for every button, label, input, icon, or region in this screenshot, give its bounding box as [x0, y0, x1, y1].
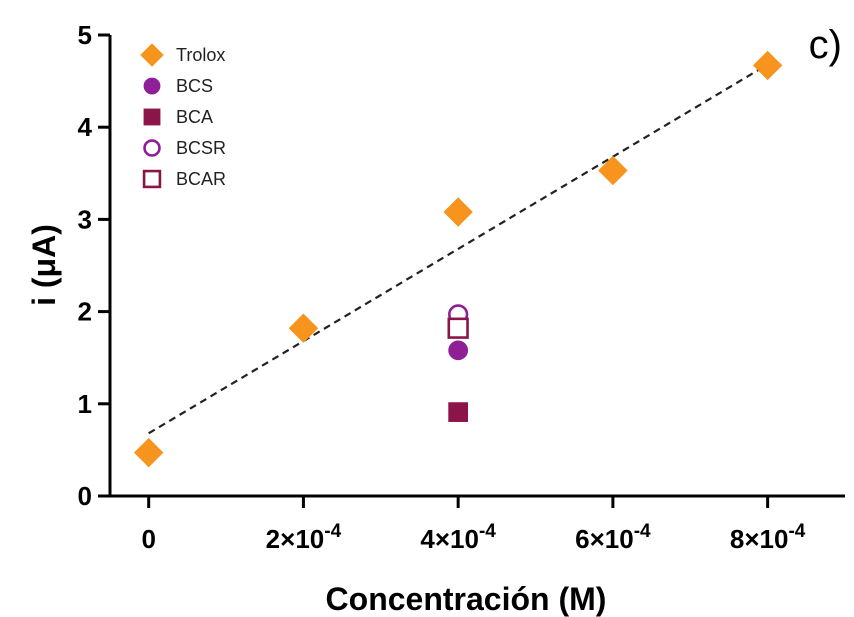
legend-marker-bcsr — [143, 139, 161, 157]
y-tick-label: 2 — [78, 297, 92, 327]
legend-label-bca: BCA — [176, 107, 213, 127]
plot-area — [133, 50, 783, 468]
x-tick-label: 8×10-4 — [730, 521, 806, 554]
y-tick-label: 5 — [78, 20, 92, 50]
legend-marker-bcar — [142, 169, 162, 189]
panel-label: c) — [809, 23, 842, 67]
y-tick-label: 0 — [78, 481, 92, 511]
ticks: 0 1 2 3 4 5 0 2×10-4 4×10-4 6×10-4 8×10-4 — [78, 20, 806, 554]
point-trolox — [288, 313, 319, 343]
point-bcar — [447, 317, 469, 339]
legend: Trolox BCS BCA BCSR BCAR — [140, 43, 226, 189]
x-tick-label: 4×10-4 — [420, 521, 496, 554]
point-bcs — [448, 340, 469, 361]
series-bca — [448, 402, 469, 422]
y-tick-label: 4 — [78, 112, 93, 142]
legend-label-bcsr: BCSR — [176, 138, 226, 158]
point-trolox — [752, 50, 783, 81]
y-tick-label: 3 — [78, 204, 92, 234]
point-trolox — [133, 437, 164, 468]
y-tick-label: 1 — [78, 389, 92, 419]
y-axis-title: i (μA) — [26, 224, 62, 306]
legend-marker-trolox — [140, 43, 164, 67]
point-bca — [448, 402, 469, 422]
legend-label-bcs: BCS — [176, 76, 213, 96]
fit-line — [148, 63, 769, 435]
x-axis-title: Concentración (M) — [326, 581, 607, 617]
series-bcar — [447, 317, 469, 339]
point-trolox — [598, 155, 628, 186]
legend-label-trolox: Trolox — [176, 45, 225, 65]
point-trolox — [443, 197, 473, 227]
legend-label-bcar: BCAR — [176, 169, 226, 189]
x-tick-label: 6×10-4 — [575, 521, 651, 554]
series-trolox — [133, 50, 783, 468]
x-tick-label: 0 — [141, 524, 155, 554]
x-tick-label: 2×10-4 — [266, 521, 342, 554]
axes — [108, 35, 845, 498]
series-bcs — [448, 340, 469, 361]
legend-marker-bca — [143, 108, 161, 126]
legend-marker-bcs — [143, 77, 161, 95]
